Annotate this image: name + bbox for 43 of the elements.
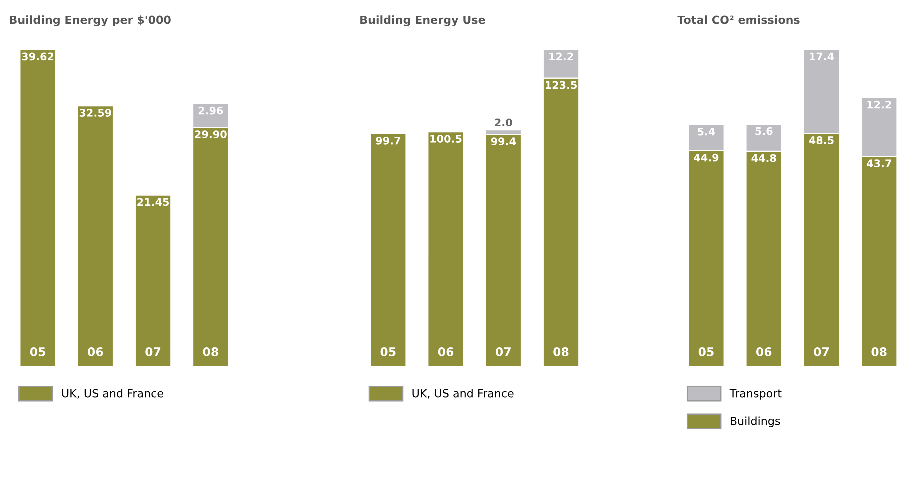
bar xyxy=(428,132,464,368)
legend-label: Buildings xyxy=(730,416,780,428)
bar xyxy=(20,49,56,368)
x-tick-label: 05 xyxy=(698,348,714,356)
data-label: 43.7 xyxy=(866,160,892,168)
legend-label: UK, US and France xyxy=(412,389,514,399)
chart-title: Building Energy per $'000 xyxy=(10,16,171,26)
data-label: 99.4 xyxy=(491,138,516,146)
x-tick-label: 08 xyxy=(554,348,569,356)
data-label: 99.7 xyxy=(376,136,400,145)
data-label: 44.8 xyxy=(752,154,776,162)
data-label: 17.4 xyxy=(810,52,834,61)
data-label: 5.4 xyxy=(698,128,716,136)
legend-label: UK, US and France xyxy=(62,389,164,399)
x-tick-label: 06 xyxy=(438,348,454,356)
data-label: 12.2 xyxy=(868,100,892,109)
x-tick-label: 08 xyxy=(872,348,887,356)
chart-title: Total CO² emissions xyxy=(678,16,800,24)
data-label: 32.59 xyxy=(80,109,112,117)
data-label: 12.2 xyxy=(550,52,574,61)
x-tick-label: 08 xyxy=(203,348,218,356)
data-label: 21.45 xyxy=(138,198,170,206)
bar xyxy=(134,194,172,368)
data-label: 48.5 xyxy=(809,136,834,144)
x-tick-label: 06 xyxy=(756,348,772,356)
data-label: 39.62 xyxy=(22,52,54,61)
x-tick-label: 07 xyxy=(146,348,161,356)
data-label: 100.5 xyxy=(430,135,462,143)
data-label: 44.9 xyxy=(694,154,719,162)
data-label: 123.5 xyxy=(546,81,578,90)
chart-title: Building Energy Use xyxy=(360,16,486,26)
data-label: 29.90 xyxy=(195,130,227,138)
bar xyxy=(77,106,114,368)
data-label: 2.0 xyxy=(495,118,512,127)
data-label: 2.96 xyxy=(198,106,224,115)
x-tick-label: 05 xyxy=(30,348,46,356)
x-tick-label: 07 xyxy=(814,348,830,356)
bar xyxy=(370,133,407,368)
x-tick-label: 06 xyxy=(88,348,104,356)
x-tick-label: 05 xyxy=(380,348,396,356)
data-label: 5.6 xyxy=(756,127,773,136)
legend-label: Transport xyxy=(730,389,782,400)
x-tick-label: 07 xyxy=(496,348,511,356)
